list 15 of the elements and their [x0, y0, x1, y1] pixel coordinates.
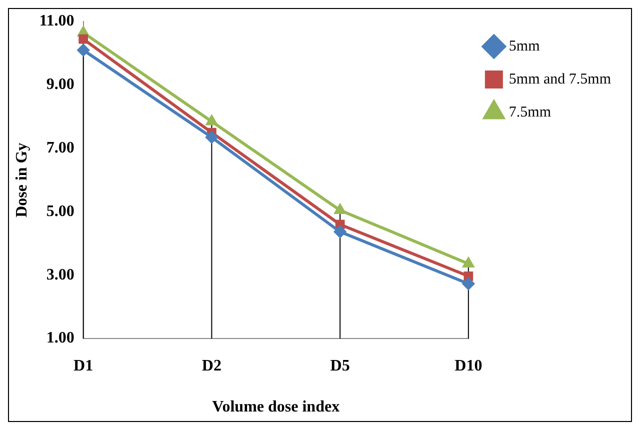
y-tick-label: 9.00 — [46, 76, 74, 94]
y-axis-title: Dose in Gy — [14, 142, 31, 218]
x-tick-label: D5 — [330, 357, 350, 374]
legend-label: 7.5mm — [508, 104, 552, 120]
x-tick-label: D1 — [74, 357, 94, 374]
x-axis-title: Volume dose index — [212, 398, 340, 416]
y-tick-label: 3.00 — [46, 266, 74, 284]
legend-label: 5mm and 7.5mm — [508, 71, 612, 88]
y-tick-label: 5.00 — [46, 202, 74, 220]
x-tick-label: D2 — [202, 357, 222, 374]
y-tick-label: 1.00 — [46, 330, 74, 347]
x-tick-label: D10 — [454, 357, 482, 374]
y-tick-label: 7.00 — [46, 140, 74, 157]
legend-label: 5mm — [508, 38, 540, 54]
y-tick-label: 11.00 — [39, 12, 74, 30]
